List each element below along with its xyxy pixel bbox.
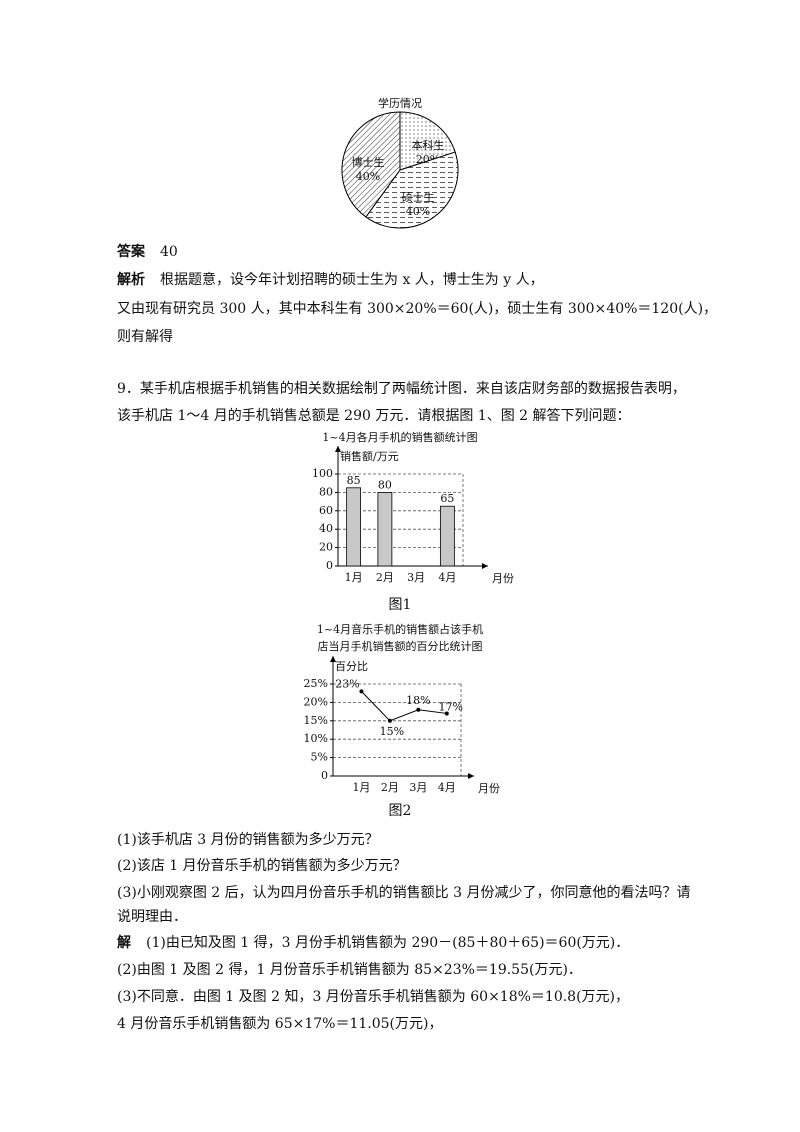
sub-question: (1)该手机店 3 月份的销售额为多少万元？ xyxy=(117,831,379,848)
chart-title: 1~4月各月手机的销售额统计图 xyxy=(322,430,477,444)
y-axis-label: 百分比 xyxy=(335,660,368,673)
point-value-label: 18% xyxy=(406,694,430,707)
y-tick-label: 60 xyxy=(319,504,333,517)
y-tick-label: 25% xyxy=(304,677,328,690)
sub-question: (2)该店 1 月份音乐手机的销售额为多少万元？ xyxy=(117,857,407,874)
x-axis-label: 月份 xyxy=(492,572,514,585)
y-tick-label: 5% xyxy=(311,751,328,764)
line xyxy=(361,691,447,722)
x-tick-label: 2月 xyxy=(376,571,394,584)
bar xyxy=(377,491,393,567)
answer-label: 答案 xyxy=(117,243,146,260)
y-tick-label: 0 xyxy=(326,559,333,572)
solution-line: 4 月份音乐手机销售额为 65×17%＝11.05(万元)， xyxy=(117,1015,442,1032)
x-tick-label: 4月 xyxy=(438,781,456,794)
x-tick-label: 4月 xyxy=(438,571,456,584)
y-axis-label: 销售额/万元 xyxy=(340,449,399,463)
x-tick-label: 1月 xyxy=(352,781,370,794)
x-tick-label: 3月 xyxy=(409,781,427,794)
x-axis-label: 月份 xyxy=(478,782,500,795)
pie-title: 学历情况 xyxy=(378,96,422,110)
x-tick-label: 1月 xyxy=(345,571,363,584)
point-value-label: 23% xyxy=(335,677,359,690)
y-tick-label: 80 xyxy=(319,485,333,498)
y-tick-label: 100 xyxy=(312,467,333,480)
bar xyxy=(439,505,455,567)
bar-value-label: 65 xyxy=(440,492,454,505)
question-line: 9．某手机店根据手机销售的相关数据绘制了两幅统计图．来自该店财务部的数据报告表明… xyxy=(117,381,686,397)
y-tick-label: 15% xyxy=(304,714,328,727)
point xyxy=(444,711,449,716)
solution-line: (1)由已知及图 1 得，3 月份手机销售额为 290－(85＋80＋65)＝6… xyxy=(146,934,629,951)
point xyxy=(359,689,364,694)
figure-caption: 图1 xyxy=(389,597,412,613)
chart-title: 店当月手机销售额的百分比统计图 xyxy=(318,639,483,653)
bar-value-label: 80 xyxy=(378,478,392,491)
point-value-label: 15% xyxy=(380,725,404,738)
answer-text: 40 xyxy=(160,244,178,260)
slice-value-label: 40% xyxy=(406,205,430,218)
x-tick-label: 2月 xyxy=(381,781,399,794)
point xyxy=(416,707,421,712)
chart-title: 1~4月音乐手机的销售额占该手机 xyxy=(317,622,483,636)
y-tick-label: 40 xyxy=(319,522,333,535)
bar xyxy=(346,487,362,567)
sub-question: 说明理由． xyxy=(117,909,187,925)
pie-slice xyxy=(341,111,401,218)
slice-label: 硕士生 xyxy=(402,190,435,204)
slice-value-label: 40% xyxy=(356,170,380,183)
figure-caption: 图2 xyxy=(389,803,412,819)
y-tick-label: 20% xyxy=(304,695,328,708)
analysis-line: 又由现有研究员 300 人，其中本科生有 300×20%＝60(人)，硕士生有 … xyxy=(117,301,717,317)
question-line: 该手机店 1～4 月的手机销售总额是 290 万元．请根据图 1、图 2 解答下… xyxy=(117,407,631,424)
bar-value-label: 85 xyxy=(347,474,361,487)
solution-line: (2)由图 1 及图 2 得，1 月份音乐手机销售额为 85×23%＝19.55… xyxy=(117,961,582,978)
point-value-label: 17% xyxy=(439,700,463,713)
y-tick-label: 20 xyxy=(319,541,333,554)
analysis-label: 解析 xyxy=(117,271,145,288)
slice-label: 本科生 xyxy=(412,138,445,152)
pie-slice xyxy=(399,111,456,171)
x-tick-label: 3月 xyxy=(407,571,425,584)
y-tick-label: 0 xyxy=(321,769,328,782)
analysis-line: 根据题意，设今年计划招聘的硕士生为 x 人，博士生为 y 人， xyxy=(160,271,544,288)
analysis-line: 则有解得 xyxy=(117,328,173,345)
solution-label: 解 xyxy=(117,934,131,951)
y-tick-label: 10% xyxy=(304,732,328,745)
sub-question: (3)小刚观察图 2 后，认为四月份音乐手机的销售额比 3 月份减少了，你同意他… xyxy=(117,884,690,901)
solution-line: (3)不同意．由图 1 及图 2 知，3 月份音乐手机销售额为 60×18%＝1… xyxy=(117,988,629,1005)
slice-label: 博士生 xyxy=(352,155,385,169)
pie-slice xyxy=(365,151,459,229)
point xyxy=(387,718,392,723)
